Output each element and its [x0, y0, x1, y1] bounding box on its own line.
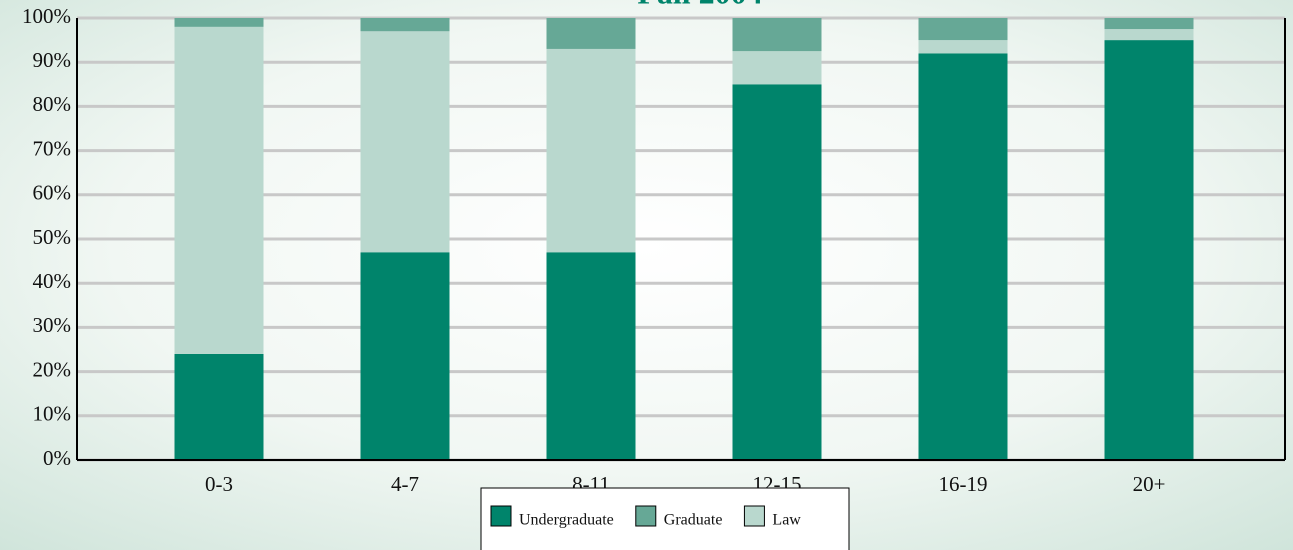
bar-segment: [918, 18, 1008, 41]
x-tick-label: 4-7: [391, 472, 419, 496]
legend-swatch: [635, 505, 657, 527]
x-tick-label: 20+: [1133, 472, 1166, 496]
y-tick-label: 50%: [33, 225, 72, 249]
legend-box: [480, 487, 850, 550]
y-tick-label: 70%: [33, 136, 72, 160]
bar-segment: [732, 18, 822, 52]
y-tick-label: 10%: [33, 402, 72, 426]
bar-segment: [360, 18, 450, 32]
legend-swatch: [490, 505, 512, 527]
y-tick-label: 60%: [33, 181, 72, 205]
legend-label: Undergraduate: [519, 512, 614, 529]
bar-segment: [732, 51, 822, 85]
bar-segment: [174, 353, 264, 460]
y-tick-label: 100%: [22, 4, 71, 28]
y-tick-label: 90%: [33, 48, 72, 72]
bar-segment: [918, 40, 1008, 54]
bar-segment: [360, 31, 450, 253]
legend-label: Law: [772, 512, 801, 529]
bar-segment: [1104, 18, 1194, 30]
y-tick-label: 40%: [33, 269, 72, 293]
bar-segment: [546, 252, 636, 460]
x-tick-label: 16-19: [939, 472, 988, 496]
bar-segment: [174, 26, 264, 354]
bar-segment: [918, 53, 1008, 461]
y-tick-label: 0%: [43, 446, 71, 470]
bar-segment: [1104, 29, 1194, 41]
chart-title: Fall 2004: [637, 0, 762, 10]
bar-segment: [1104, 40, 1194, 460]
x-tick-label: 0-3: [205, 472, 233, 496]
y-tick-label: 80%: [33, 92, 72, 116]
bar-segment: [174, 18, 264, 27]
bar-segment: [546, 48, 636, 253]
bar-segment: [546, 18, 636, 49]
legend-swatch: [743, 505, 765, 527]
legend-label: Graduate: [664, 512, 723, 529]
bar-segment: [360, 252, 450, 460]
bar-segment: [732, 84, 822, 461]
y-tick-label: 30%: [33, 313, 72, 337]
y-tick-label: 20%: [33, 357, 72, 381]
